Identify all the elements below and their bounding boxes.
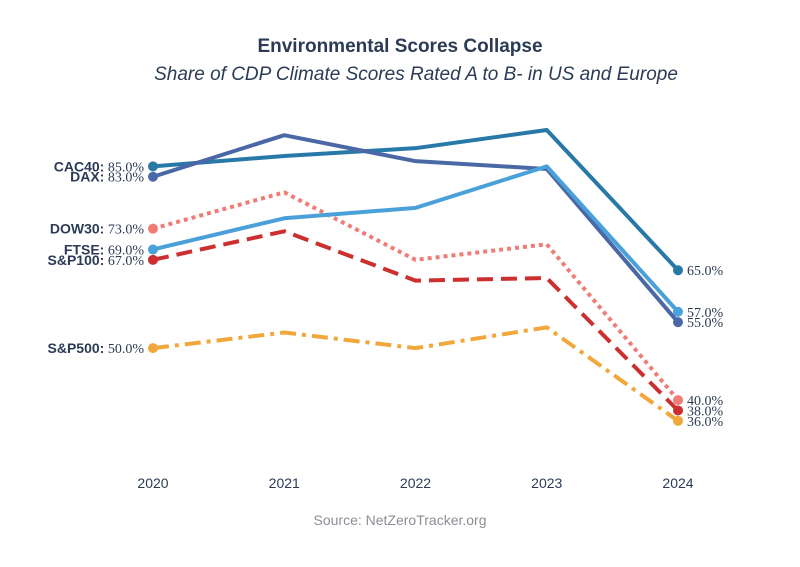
end-labels: 65.0% 55.0% 40.0% 57.0% 38.0%36.0% xyxy=(687,264,724,430)
start-label-dow30: DOW30: 73.0% xyxy=(50,221,144,238)
series-lines xyxy=(152,128,680,423)
chart-source: Source: NetZeroTracker.org xyxy=(313,512,487,528)
start-label-ftse: FTSE: 69.0% xyxy=(64,241,144,258)
x-tick-label: 2022 xyxy=(400,475,431,491)
start-label-dax: DAX: 83.0% xyxy=(70,169,144,186)
data-point-dow30-2024 xyxy=(673,395,683,406)
series-start-value-dax: 83.0% xyxy=(104,171,144,186)
series-start-value-sp500: 50.0% xyxy=(104,342,144,357)
data-point-sp100-2024 xyxy=(673,405,683,416)
end-label-cac40: 65.0% xyxy=(687,264,724,279)
series-name-sp100: S&P100: xyxy=(48,252,105,268)
start-label-sp500: S&P500: 50.0% xyxy=(48,340,145,357)
series-start-value-dow30: 73.0% xyxy=(104,223,144,238)
chart-title: Environmental Scores Collapse xyxy=(257,36,543,57)
data-point-sp100-2020 xyxy=(148,254,158,265)
x-tick-label: 2024 xyxy=(662,475,693,491)
data-point-ftse-2020 xyxy=(148,244,158,255)
chart-subtitle: Share of CDP Climate Scores Rated A to B… xyxy=(154,64,678,85)
series-line-sp500 xyxy=(152,325,680,423)
x-axis-ticks: 2020 2021 2022 2023 2024 xyxy=(137,475,693,491)
end-label-dax: 55.0% xyxy=(687,316,724,331)
series-name-ftse: FTSE: xyxy=(64,241,104,257)
data-point-dow30-2020 xyxy=(148,223,158,234)
series-line-cac40 xyxy=(152,128,680,272)
series-name-dow30: DOW30: xyxy=(50,221,104,237)
series-start-value-sp100: 67.0% xyxy=(104,254,144,269)
end-label-ftse: 57.0% xyxy=(687,306,724,321)
series-start-value-ftse: 69.0% xyxy=(104,243,144,258)
x-tick-label: 2021 xyxy=(269,475,300,491)
end-label-dow30: 40.0% xyxy=(687,394,724,409)
start-label-sp100: S&P100: 67.0% xyxy=(48,252,145,269)
data-point-ftse-2024 xyxy=(673,306,683,317)
series-line-sp100 xyxy=(152,229,680,412)
end-label-sp100: 38.0% xyxy=(687,404,724,419)
start-label-cac40: CAC40: 85.0% xyxy=(54,158,145,175)
series-name-cac40: CAC40: xyxy=(54,158,105,174)
data-point-sp500-2024 xyxy=(673,415,683,426)
series-name-dax: DAX: xyxy=(70,169,104,185)
series-line-dow30 xyxy=(152,190,680,402)
x-tick-label: 2023 xyxy=(531,475,562,491)
data-point-cac40-2020 xyxy=(148,161,158,172)
series-line-ftse xyxy=(152,164,680,314)
data-point-dax-2020 xyxy=(148,171,158,182)
series-name-sp500: S&P500: xyxy=(48,340,105,356)
series-line-dax xyxy=(152,133,680,324)
x-tick-label: 2020 xyxy=(137,475,168,491)
series-points xyxy=(148,161,683,426)
start-labels: CAC40: 85.0%DAX: 83.0% DOW30: 73.0% FTSE: … xyxy=(48,158,145,357)
series-start-value-cac40: 85.0% xyxy=(104,160,144,175)
data-point-dax-2024 xyxy=(673,317,683,328)
data-point-cac40-2024 xyxy=(673,265,683,276)
end-label-sp500: 36.0% xyxy=(687,415,724,430)
data-point-sp500-2020 xyxy=(148,343,158,354)
